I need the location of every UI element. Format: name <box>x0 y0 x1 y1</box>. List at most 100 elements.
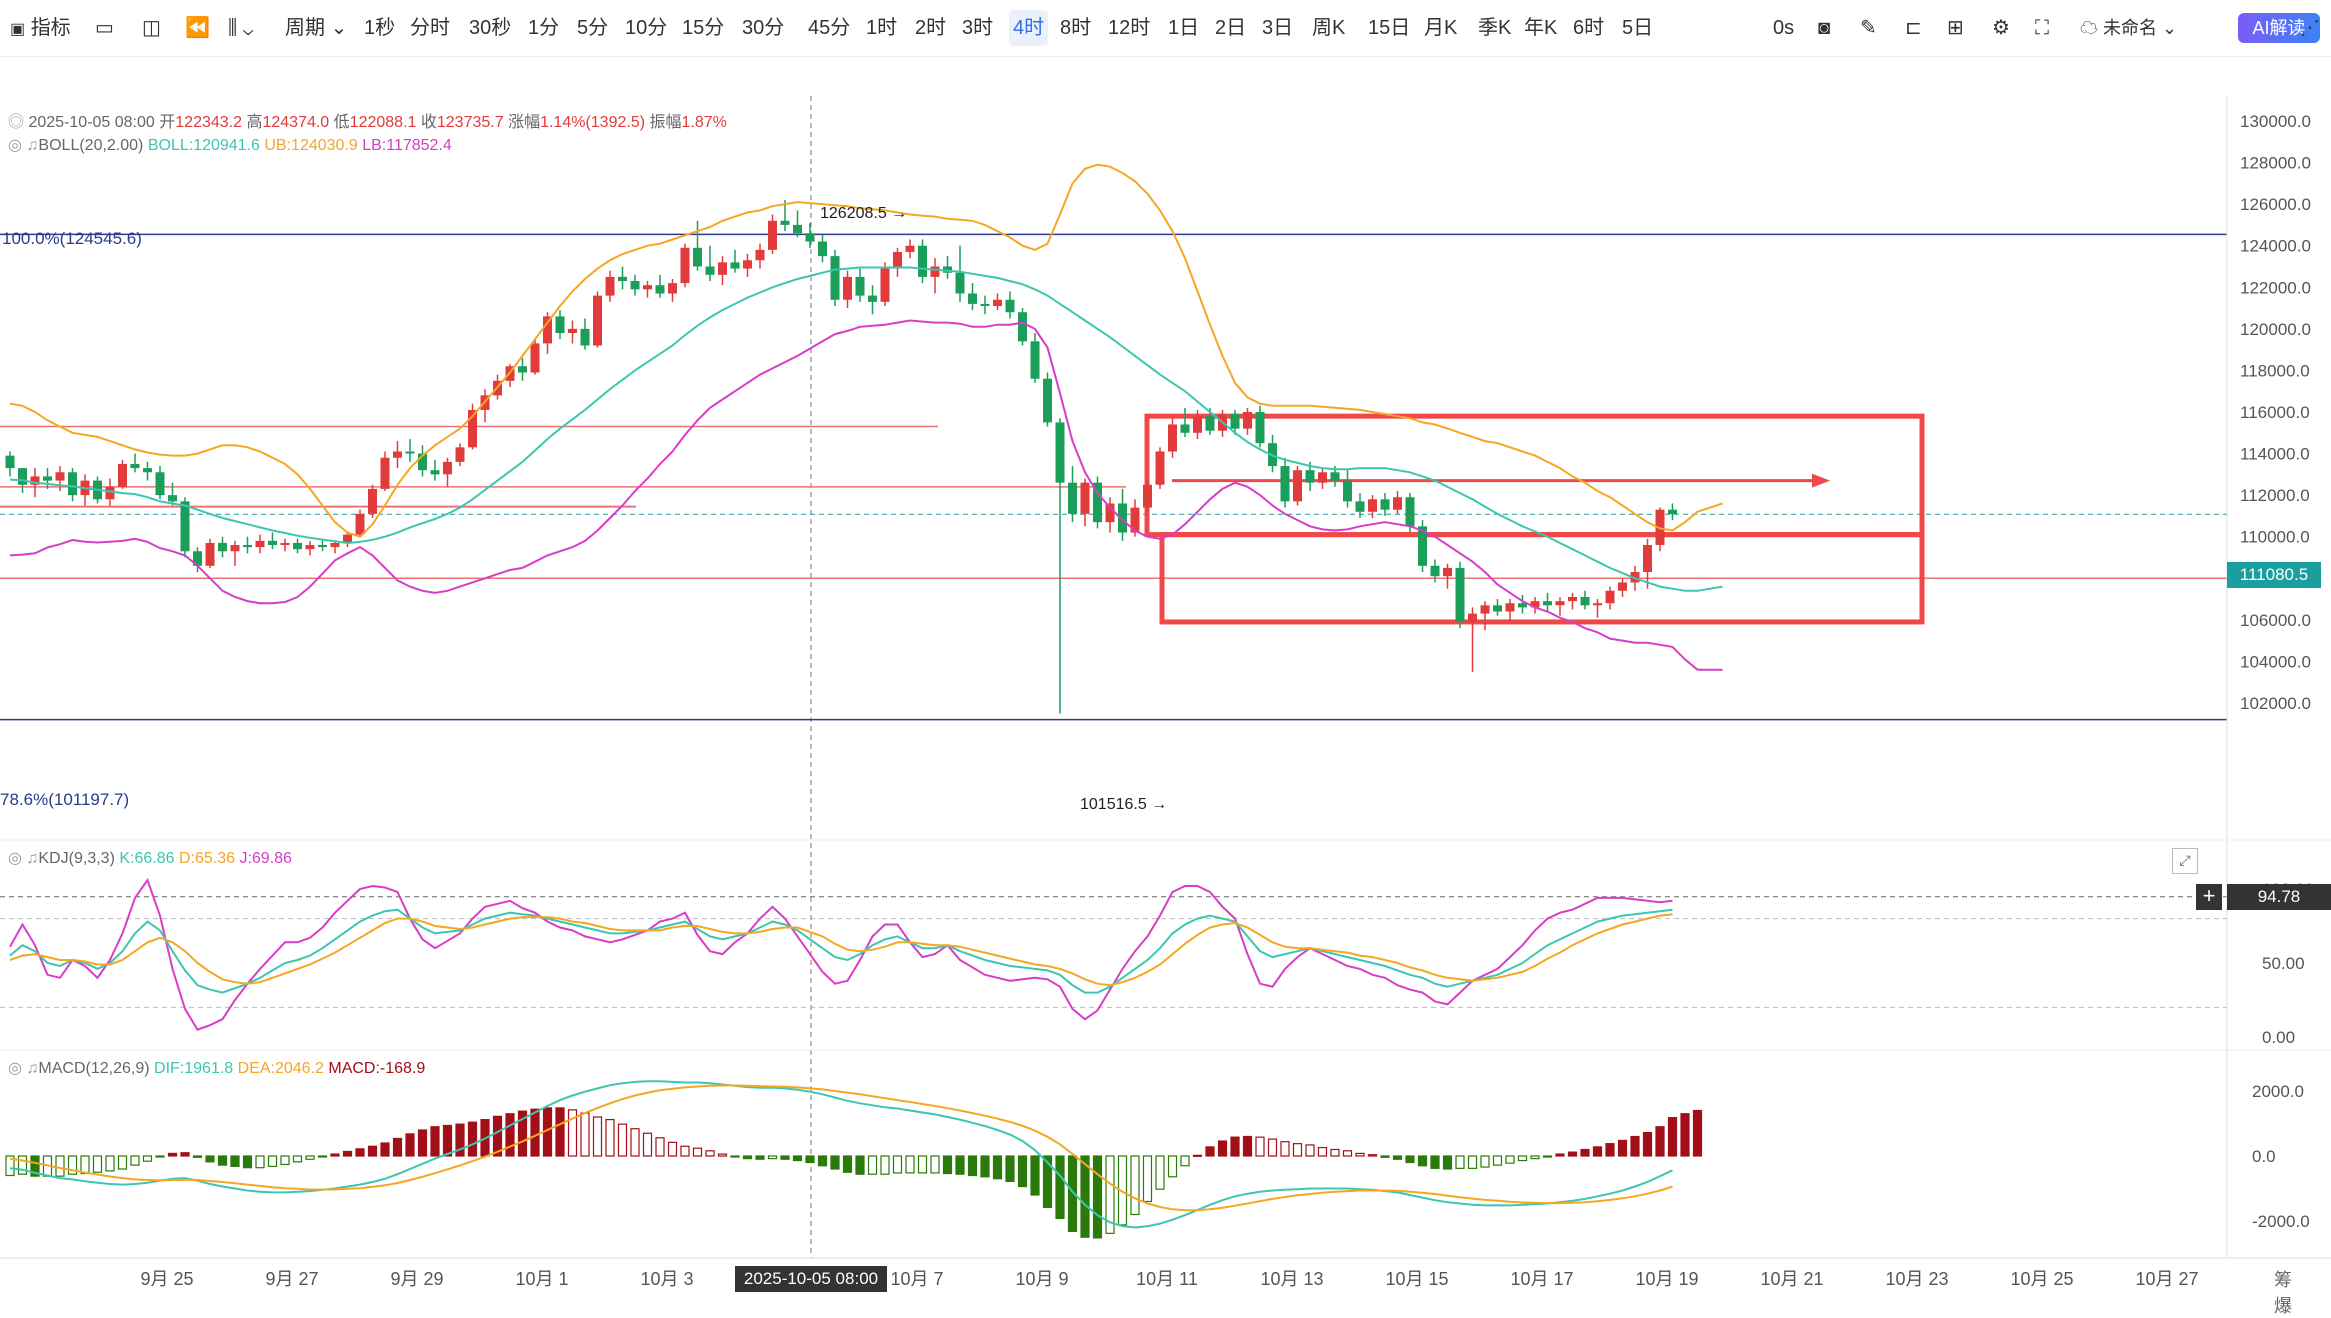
period-21[interactable]: 季K <box>1478 17 1512 39</box>
candle-body <box>318 545 327 548</box>
change-value: 1.14%(1392.5) <box>540 114 646 131</box>
macd-bar <box>1280 1141 1290 1157</box>
period-9[interactable]: 1时 <box>866 17 898 39</box>
macd-bar <box>955 1155 965 1175</box>
macd-bar <box>242 1155 253 1169</box>
macd-bar <box>830 1155 840 1170</box>
indicators-button[interactable]: ▣ 指标 <box>10 0 71 56</box>
macd-bar <box>992 1155 1003 1180</box>
period-6[interactable]: 15分 <box>682 17 725 39</box>
macd-bar <box>367 1145 378 1157</box>
period-13[interactable]: 8时 <box>1060 17 1092 39</box>
period-20[interactable]: 月K <box>1424 17 1458 39</box>
top-toolbar: ▣ 指标 ▭ ◫ ⏪ ⫼ ⌄ 周期 ⌄ 1秒 分时 30秒 1分 5分 10分 15分 30分… <box>0 0 2331 57</box>
candle-body <box>655 285 665 294</box>
candle-body <box>5 455 15 469</box>
candle-body <box>1443 567 1452 577</box>
period-3[interactable]: 1分 <box>528 17 560 39</box>
time-tick-label: 10月 21 <box>1760 1269 1823 1289</box>
candle-body <box>643 285 652 290</box>
boll-upper-line <box>9 163 1723 538</box>
open-label: 开 <box>159 114 176 131</box>
share-icon[interactable]: ⋰ <box>2300 17 2320 39</box>
bell-icon[interactable]: ♫ <box>26 850 39 867</box>
candle-body <box>1168 424 1177 452</box>
layout-icon[interactable]: ◫ <box>142 17 161 39</box>
period-15[interactable]: 1日 <box>1168 17 1200 39</box>
add-line-button[interactable]: + <box>2196 884 2222 910</box>
period-5[interactable]: 10分 <box>625 17 668 39</box>
fullscreen-icon[interactable]: ⛶ <box>2035 17 2049 39</box>
period-2[interactable]: 30秒 <box>469 17 512 39</box>
gear-icon[interactable]: ⚙ <box>1992 17 2010 39</box>
candle-body <box>1130 507 1140 533</box>
period-14[interactable]: 12时 <box>1108 17 1151 39</box>
bell-icon[interactable]: ♫ <box>26 137 39 154</box>
macd-bar <box>217 1155 228 1166</box>
candle-body <box>1043 378 1052 423</box>
camera-icon[interactable]: ◙ <box>1818 17 1831 39</box>
candle-body <box>143 468 152 473</box>
boll-mid-value: BOLL:120941.6 <box>147 137 260 154</box>
boll-ub-value: UB:124030.9 <box>264 137 358 154</box>
amp-label: 振幅 <box>649 114 682 131</box>
layout-name-dropdown[interactable]: ☁ 未命名 ⌄ <box>2080 0 2177 56</box>
chip-side-tab[interactable]: 筹爆 <box>2274 1270 2306 1316</box>
macd-bar <box>1567 1151 1578 1157</box>
macd-bar <box>1542 1155 1553 1158</box>
expand-pane-icon[interactable]: ⤢ <box>2172 848 2198 874</box>
candle-type-icon[interactable]: ⫼ ⌄ <box>228 17 254 39</box>
candle-body <box>1280 466 1290 502</box>
macd-bar <box>917 1155 928 1174</box>
period-16[interactable]: 2日 <box>1215 17 1247 39</box>
price-tick-label: 104000.0 <box>2240 652 2311 671</box>
eye-icon[interactable]: ◎ <box>8 1060 22 1077</box>
kdj-info: ◎ ♫KDJ(9,3,3) K:66.86 D:65.36 J:69.86 <box>8 848 292 868</box>
macd-bar <box>1605 1143 1615 1157</box>
ai-analysis-button[interactable]: AI解读 <box>2238 13 2320 43</box>
bell-icon[interactable]: ♫ <box>26 1060 39 1077</box>
period-0[interactable]: 1秒 <box>364 17 396 39</box>
candle-body <box>1205 416 1215 431</box>
eye-icon[interactable]: ◎ <box>8 850 22 867</box>
period-4[interactable]: 5分 <box>577 17 609 39</box>
annotation-labels: 100.0%(124545.6) 78.6%(101197.7) 126208.… <box>0 205 1167 813</box>
calendar-icon[interactable]: ▭ <box>95 17 114 39</box>
period-dropdown[interactable]: 周期 ⌄ <box>285 0 347 56</box>
candle-body <box>255 540 265 548</box>
time-tick-label: 10月 19 <box>1635 1269 1698 1289</box>
period-12[interactable]: 4时 <box>1009 10 1049 46</box>
boll-info: ◎ ♫BOLL(20,2.00) BOLL:120941.6 UB:124030… <box>8 135 452 155</box>
plot-background <box>0 96 2227 1296</box>
period-22[interactable]: 年K <box>1524 17 1558 39</box>
macd-bar <box>767 1155 778 1160</box>
candle-body <box>943 266 952 273</box>
time-tick-label: 10月 7 <box>890 1269 943 1289</box>
period-11[interactable]: 3时 <box>962 17 994 39</box>
period-24[interactable]: 5日 <box>1622 17 1654 39</box>
macd-bar <box>17 1155 28 1175</box>
eye-icon[interactable]: ◎ <box>8 137 22 154</box>
macd-bar <box>1067 1155 1078 1233</box>
period-1[interactable]: 分时 <box>410 17 450 39</box>
candle-body <box>1568 596 1577 602</box>
period-7[interactable]: 30分 <box>742 17 785 39</box>
axes: 130000.0 128000.0 126000.0 124000.0 122000.0… <box>0 96 2331 1289</box>
template-icon[interactable]: ⊞ <box>1947 17 1964 39</box>
period-23[interactable]: 6时 <box>1573 17 1605 39</box>
eye-icon[interactable]: ◎ <box>8 114 25 131</box>
macd-bar <box>1405 1155 1415 1164</box>
period-19[interactable]: 15日 <box>1368 17 1411 39</box>
period-10[interactable]: 2时 <box>915 17 947 39</box>
macd-bar <box>1630 1135 1640 1157</box>
candle-body <box>405 451 415 454</box>
macd-histogram <box>5 1080 1703 1239</box>
rewind-icon[interactable]: ⏪ <box>185 17 210 39</box>
period-17[interactable]: 3日 <box>1262 17 1294 39</box>
pen-icon[interactable]: ✎ <box>1860 17 1877 39</box>
macd-bar <box>5 1155 15 1177</box>
period-8[interactable]: 45分 <box>808 17 851 39</box>
note-icon[interactable]: ⊏ <box>1905 17 1922 39</box>
period-18[interactable]: 周K <box>1312 17 1346 39</box>
